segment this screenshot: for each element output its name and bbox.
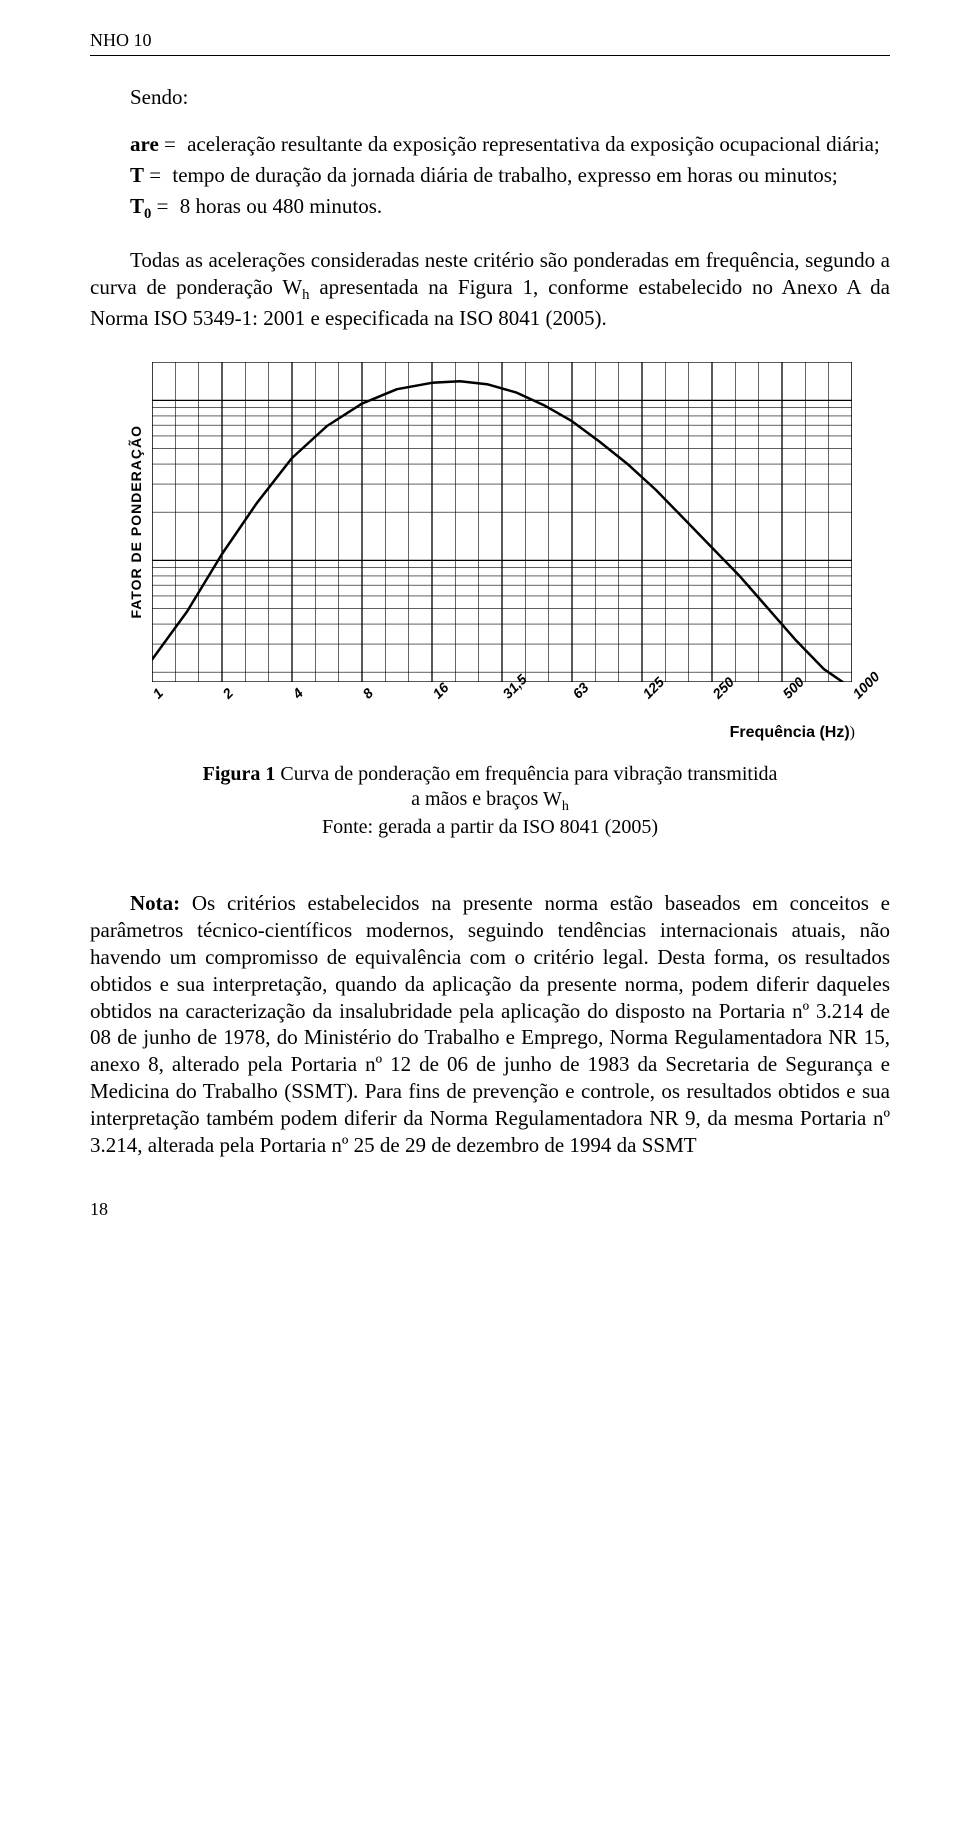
chart-xtick: 31,5 [499,690,510,701]
chart-xtick: 2 [219,690,230,701]
running-header: NHO 10 [90,30,890,51]
def-t0-symbol: T0 = [130,193,180,224]
figure-caption: Figura 1 Curva de ponderação em frequênc… [90,762,890,841]
chart-xtick: 125 [639,690,650,701]
nota-paragraph: Nota: Os critérios estabelecidos na pres… [90,890,890,1159]
sendo-label: Sendo: [90,84,890,111]
document-page: NHO 10 Sendo: are = aceleração resultant… [0,0,960,1260]
chart-xtick: 500 [779,690,790,701]
caption-l2-pre: a mãos e braços W [411,788,562,810]
chart-row: FATOR DE PONDERAÇÃO [128,362,852,682]
chart-xtick: 250 [709,690,720,701]
def-t-symbol: T = [130,162,172,189]
are-symbol: are [130,132,159,156]
def-t: T = tempo de duração da jornada diária d… [130,162,890,189]
def-are-symbol: are = [130,131,187,158]
chart-xtick: 1000 [849,690,860,701]
caption-l1: Curva de ponderação em frequência para v… [275,763,777,785]
def-t0-text: 8 horas ou 480 minutos. [180,193,890,220]
chart-xtick: 8 [359,690,370,701]
chart-xtick-row: 12481631,5631252505001000 [155,688,855,718]
def-are: are = aceleração resultante da exposição… [130,131,890,158]
chart-ylabel: FATOR DE PONDERAÇÃO [128,425,144,619]
chart-xtick: 63 [569,690,580,701]
def-are-text: aceleração resultante da exposição repre… [187,131,890,158]
para1-sub: h [302,287,309,303]
def-t0: T0 = 8 horas ou 480 minutos. [130,193,890,224]
page-number: 18 [90,1199,890,1220]
header-rule [90,55,890,56]
paragraph-1: Todas as acelerações consideradas neste … [90,247,890,332]
caption-l3: Fonte: gerada a partir da ISO 8041 (2005… [322,816,658,838]
def-t-text: tempo de duração da jornada diária de tr… [172,162,890,189]
nota-bold: Nota: [130,891,180,915]
chart-xtick: 1 [149,690,160,701]
definitions-block: are = aceleração resultante da exposição… [130,131,890,225]
t-symbol: T [130,163,144,187]
t0-sub: 0 [144,207,151,223]
xlabel-text: Frequência (Hz) [730,724,850,741]
chart-svg [152,362,852,682]
caption-bold: Figura 1 [203,763,276,785]
nota-text: Os critérios estabelecidos na presente n… [90,891,890,1157]
chart-xlabel: Frequência (Hz)) [125,724,855,742]
t0-pre: T [130,194,144,218]
chart-xtick: 4 [289,690,300,701]
figure-1: FATOR DE PONDERAÇÃO 1 2 4 8 16 31,5 63 125 250 50… [90,362,890,742]
chart-xtick: 16 [429,690,440,701]
caption-l2-sub: h [562,799,569,814]
